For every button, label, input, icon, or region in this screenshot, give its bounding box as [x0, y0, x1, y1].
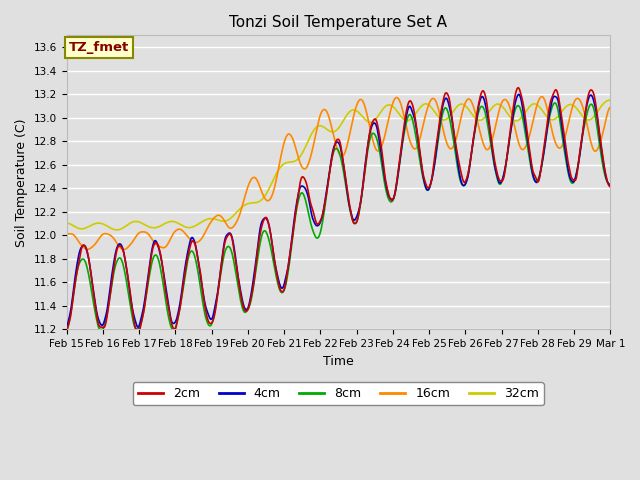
2cm — [607, 184, 614, 190]
16cm — [538, 94, 546, 99]
4cm — [213, 293, 221, 299]
2cm — [129, 307, 136, 312]
16cm — [120, 247, 128, 252]
8cm — [212, 300, 220, 305]
4cm — [72, 266, 80, 272]
16cm — [184, 234, 192, 240]
Line: 32cm: 32cm — [67, 100, 611, 230]
Line: 4cm: 4cm — [67, 95, 611, 327]
8cm — [607, 181, 614, 187]
32cm — [72, 225, 80, 230]
Title: Tonzi Soil Temperature Set A: Tonzi Soil Temperature Set A — [229, 15, 447, 30]
Y-axis label: Soil Temperature (C): Soil Temperature (C) — [15, 118, 28, 247]
16cm — [607, 104, 614, 110]
32cm — [405, 117, 413, 123]
2cm — [212, 302, 220, 308]
2cm — [72, 272, 80, 278]
2cm — [514, 85, 522, 91]
16cm — [421, 114, 429, 120]
32cm — [213, 217, 221, 223]
8cm — [63, 326, 70, 332]
16cm — [63, 231, 70, 237]
Line: 16cm: 16cm — [67, 96, 611, 250]
4cm — [184, 247, 192, 252]
4cm — [63, 324, 70, 329]
32cm — [129, 219, 137, 225]
Text: TZ_fmet: TZ_fmet — [69, 41, 129, 54]
4cm — [421, 182, 429, 188]
8cm — [184, 259, 191, 264]
32cm — [184, 225, 192, 230]
4cm — [134, 324, 142, 330]
8cm — [404, 113, 412, 119]
32cm — [63, 220, 70, 226]
8cm — [72, 273, 80, 278]
8cm — [420, 180, 428, 186]
2cm — [184, 255, 191, 261]
16cm — [213, 213, 221, 218]
4cm — [607, 182, 614, 188]
Line: 8cm: 8cm — [67, 103, 611, 329]
16cm — [129, 238, 137, 244]
Legend: 2cm, 4cm, 8cm, 16cm, 32cm: 2cm, 4cm, 8cm, 16cm, 32cm — [133, 383, 544, 406]
2cm — [63, 326, 70, 332]
8cm — [129, 314, 136, 320]
4cm — [129, 305, 136, 311]
4cm — [405, 104, 413, 109]
X-axis label: Time: Time — [323, 355, 354, 368]
32cm — [607, 97, 614, 103]
Line: 2cm: 2cm — [67, 88, 611, 329]
8cm — [551, 100, 559, 106]
4cm — [515, 92, 523, 97]
2cm — [420, 176, 428, 181]
32cm — [113, 227, 120, 233]
16cm — [405, 135, 413, 141]
2cm — [404, 100, 412, 106]
16cm — [72, 235, 80, 241]
32cm — [421, 101, 429, 107]
